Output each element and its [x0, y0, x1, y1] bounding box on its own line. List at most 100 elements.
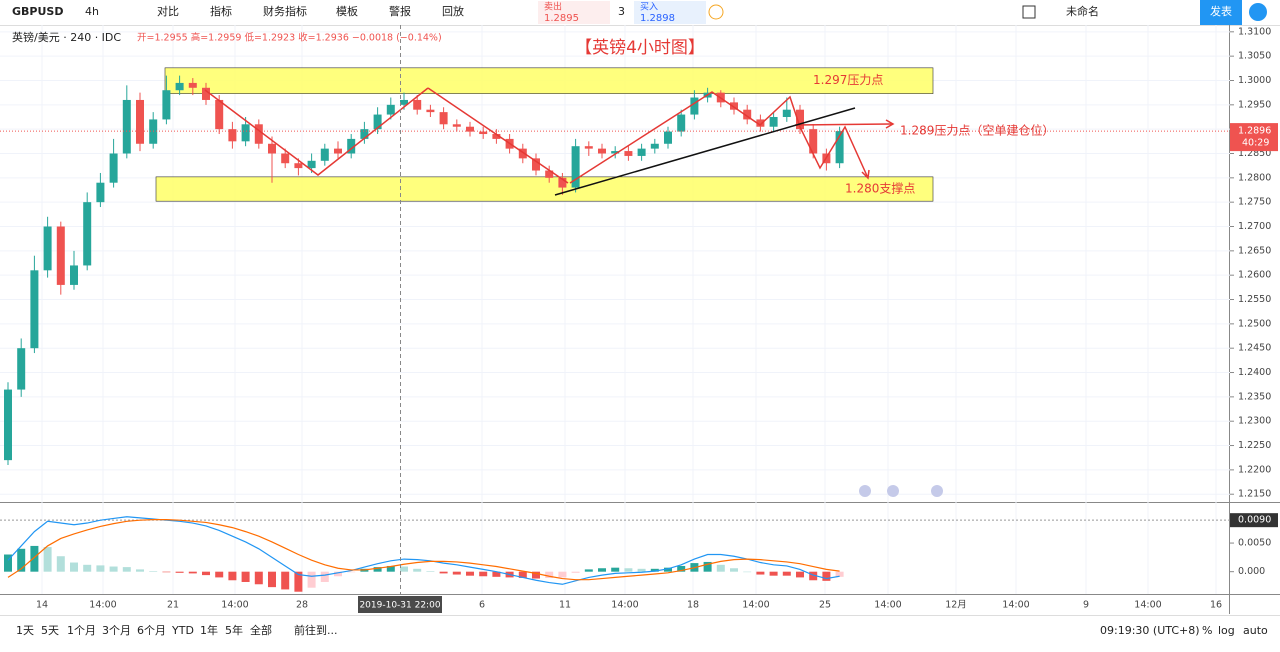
- publish-label: 发表: [1210, 4, 1232, 18]
- candle-body: [545, 170, 554, 178]
- candle-body: [347, 138, 356, 154]
- y-tick-label: 0.0050: [1238, 538, 1271, 549]
- range-button[interactable]: 6个月: [137, 624, 166, 637]
- candle-body: [664, 131, 672, 144]
- candle-body: [518, 148, 527, 159]
- legend-ohlc: 开=1.2955 高=1.2959 低=1.2923 收=1.2936 −0.0…: [137, 32, 442, 44]
- info-icon[interactable]: [708, 4, 724, 20]
- log-toggle[interactable]: log: [1218, 624, 1235, 637]
- range-button[interactable]: 3个月: [102, 624, 131, 637]
- macd-histogram: [452, 571, 461, 575]
- candle-body: [439, 112, 448, 125]
- range-button[interactable]: 1年: [200, 623, 218, 637]
- range-button[interactable]: YTD: [171, 624, 194, 637]
- arrow-path: [427, 87, 569, 184]
- tool-button[interactable]: 对比: [157, 4, 179, 18]
- macd-histogram: [347, 571, 356, 573]
- candle-body: [743, 109, 752, 120]
- y-tick-label: 1.2850: [1238, 148, 1271, 159]
- checkbox[interactable]: [1022, 5, 1036, 19]
- macd-histogram: [466, 571, 474, 576]
- macd-histogram: [426, 571, 435, 572]
- candle-body: [294, 163, 303, 169]
- buy-button[interactable]: [634, 1, 706, 24]
- layout-name[interactable]: 未命名: [1066, 4, 1099, 18]
- trend-line: [554, 107, 856, 196]
- macd-histogram: [769, 571, 778, 576]
- candle-body: [611, 151, 620, 154]
- auto-toggle[interactable]: auto: [1243, 624, 1268, 637]
- interval[interactable]: 4h: [85, 5, 99, 18]
- arrow-path: [794, 123, 894, 126]
- macd-histogram: [716, 564, 725, 572]
- x-tick-label: 14:00: [221, 600, 248, 611]
- candle-body: [202, 87, 210, 100]
- candle-body: [215, 99, 224, 130]
- zone-label: 1.280支撑点: [845, 181, 915, 196]
- sell-price: 1.2895: [544, 13, 579, 24]
- range-button[interactable]: 5天: [41, 624, 59, 637]
- range-button[interactable]: 1天: [16, 624, 34, 637]
- percent-toggle[interactable]: %: [1202, 624, 1212, 637]
- sell-button[interactable]: [538, 1, 610, 24]
- candle-body: [268, 143, 276, 154]
- y-tick-label: 1.2350: [1238, 391, 1271, 402]
- macd-histogram: [703, 561, 712, 572]
- x-tick-label: 14:00: [874, 600, 901, 611]
- candle-body: [360, 129, 369, 139]
- x-tick-label: 16: [1210, 600, 1222, 611]
- tool-button[interactable]: 回放: [442, 4, 464, 18]
- candle-body: [809, 129, 818, 154]
- macd-histogram: [743, 571, 752, 573]
- tool-button[interactable]: 警报: [389, 4, 411, 18]
- arrow-path: [204, 87, 429, 176]
- candle-body: [782, 109, 791, 117]
- macd-histogram: [188, 571, 197, 574]
- publish-button[interactable]: [1200, 0, 1242, 25]
- macd-histogram: [479, 571, 488, 577]
- candle-body: [228, 129, 237, 142]
- macd-histogram: [122, 567, 131, 572]
- play-button[interactable]: [1249, 3, 1267, 21]
- event-icon[interactable]: [887, 485, 899, 497]
- x-tick-label: 28: [296, 600, 308, 611]
- candle-body: [677, 114, 686, 132]
- candle-body: [307, 160, 316, 169]
- y-tick-label: 1.2550: [1238, 294, 1271, 305]
- y-tick-label: 1.2200: [1238, 464, 1271, 475]
- candle-body: [492, 134, 501, 139]
- tool-button[interactable]: 财务指标: [263, 4, 307, 18]
- goto[interactable]: 前往到...: [294, 623, 338, 637]
- x-tick-label: 14:00: [611, 600, 638, 611]
- event-icon[interactable]: [859, 485, 871, 497]
- macd-histogram: [584, 569, 593, 572]
- crosshair-label: 2019-10-31 22:00: [359, 601, 440, 611]
- macd-histogram: [4, 554, 12, 572]
- macd-histogram: [796, 571, 804, 578]
- macd-histogram: [835, 571, 844, 577]
- range-button[interactable]: 5年: [225, 623, 243, 637]
- candle-body: [452, 124, 461, 127]
- candle-body: [835, 131, 844, 164]
- symbol[interactable]: GBPUSD: [12, 5, 63, 18]
- buy-label: 买入: [640, 2, 658, 13]
- x-tick-label: 11: [559, 600, 571, 611]
- macd-histogram: [532, 571, 540, 579]
- tool-button[interactable]: 模板: [336, 4, 358, 18]
- event-icon[interactable]: [931, 485, 943, 497]
- x-tick-label: 21: [167, 600, 179, 611]
- macd-histogram: [30, 545, 39, 572]
- candle-body: [162, 90, 171, 120]
- zone: [155, 176, 934, 202]
- macd-histogram: [43, 547, 52, 572]
- clock: 09:19:30 (UTC+8): [1100, 624, 1200, 637]
- macd-histogram: [162, 571, 171, 573]
- candle-body: [571, 146, 580, 188]
- tool-button[interactable]: 指标: [210, 4, 232, 18]
- candle-body: [413, 99, 422, 110]
- range-button[interactable]: 全部: [250, 623, 272, 637]
- macd-histogram: [571, 571, 580, 573]
- candle-body: [83, 202, 92, 266]
- y-tick-label: 1.2650: [1238, 245, 1271, 256]
- range-button[interactable]: 1个月: [67, 624, 96, 637]
